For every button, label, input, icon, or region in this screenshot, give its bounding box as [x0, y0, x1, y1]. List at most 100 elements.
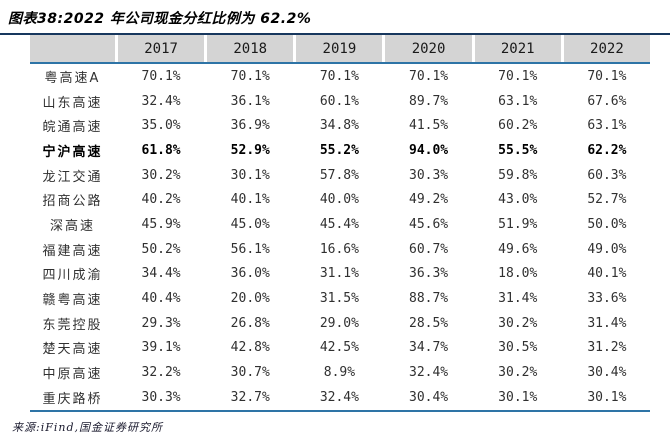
- ratio-value: 30.2%: [498, 365, 538, 381]
- ratio-value: 59.8%: [498, 167, 538, 183]
- ratio-value: 60.7%: [409, 241, 449, 257]
- table-row: 深高速 45.9% 45.0% 45.4% 45.6% 51.9% 50.0%: [30, 212, 650, 237]
- ratio-value: 32.4%: [409, 365, 449, 381]
- ratio-value: 43.0%: [498, 192, 538, 208]
- ratio-value: 63.1%: [498, 93, 538, 109]
- ratio-value: 50.0%: [587, 216, 627, 232]
- ratio-value: 39.1%: [141, 340, 181, 356]
- table-row: 宁沪高速 61.8% 52.9% 55.2% 94.0% 55.5% 62.2%: [30, 138, 650, 163]
- ratio-value: 31.5%: [319, 291, 359, 307]
- company-name: 深高速: [49, 218, 95, 234]
- table-row: 东莞控股 29.3% 26.8% 29.0% 28.5% 30.2% 31.4%: [30, 311, 650, 336]
- ratio-value: 50.2%: [141, 241, 181, 257]
- ratio-value: 32.7%: [230, 389, 270, 405]
- ratio-value: 49.2%: [409, 192, 449, 208]
- ratio-value: 41.5%: [409, 118, 449, 134]
- ratio-value: 60.1%: [319, 93, 359, 109]
- ratio-value: 29.0%: [319, 315, 359, 331]
- ratio-value: 42.5%: [319, 340, 359, 356]
- header-cell-2019: 2019: [296, 35, 383, 62]
- ratio-value: 89.7%: [409, 93, 449, 109]
- ratio-value: 61.8%: [141, 142, 181, 158]
- ratio-value: 56.1%: [230, 241, 270, 257]
- ratio-value: 35.0%: [141, 118, 181, 134]
- ratio-value: 60.2%: [498, 118, 538, 134]
- table-row: 粤高速A 70.1% 70.1% 70.1% 70.1% 70.1% 70.1%: [30, 64, 650, 89]
- ratio-value: 52.9%: [230, 142, 270, 158]
- ratio-value: 63.1%: [587, 118, 627, 134]
- ratio-value: 30.1%: [230, 167, 270, 183]
- ratio-value: 33.6%: [587, 291, 627, 307]
- ratio-value: 36.0%: [230, 266, 270, 282]
- ratio-value: 49.0%: [587, 241, 627, 257]
- company-name: 山东高速: [42, 95, 103, 111]
- ratio-value: 30.2%: [141, 167, 181, 183]
- ratio-value: 52.7%: [587, 192, 627, 208]
- header-cell-2018: 2018: [207, 35, 294, 62]
- ratio-value: 70.1%: [498, 68, 538, 84]
- dividend-table: 2017 2018 2019 2020 2021 2022 粤高速A 70.1% 7…: [30, 35, 650, 412]
- ratio-value: 31.2%: [587, 340, 627, 356]
- ratio-value: 30.7%: [230, 365, 270, 381]
- ratio-value: 30.3%: [409, 167, 449, 183]
- header-cell-2020: 2020: [385, 35, 472, 62]
- ratio-value: 31.4%: [587, 315, 627, 331]
- ratio-value: 49.6%: [498, 241, 538, 257]
- table-row: 赣粤高速 40.4% 20.0% 31.5% 88.7% 31.4% 33.6%: [30, 286, 650, 311]
- ratio-value: 70.1%: [319, 68, 359, 84]
- ratio-value: 55.2%: [319, 142, 359, 158]
- ratio-value: 32.4%: [319, 389, 359, 405]
- ratio-value: 45.6%: [409, 216, 449, 232]
- source-note: 来源:iFind,国金证券研究所: [12, 420, 163, 434]
- figure-title: 图表38:2022 年公司现金分红比例为 62.2%: [8, 11, 312, 27]
- title-underline: [0, 33, 670, 35]
- table-body: 粤高速A 70.1% 70.1% 70.1% 70.1% 70.1% 70.1% 山东高速 32…: [30, 64, 650, 410]
- ratio-value: 51.9%: [498, 216, 538, 232]
- ratio-value: 40.1%: [587, 266, 627, 282]
- table-row: 重庆路桥 30.3% 32.7% 32.4% 30.4% 30.1% 30.1%: [30, 385, 650, 410]
- ratio-value: 30.4%: [409, 389, 449, 405]
- ratio-value: 36.3%: [409, 266, 449, 282]
- ratio-value: 30.1%: [498, 389, 538, 405]
- ratio-value: 30.2%: [498, 315, 538, 331]
- table-row: 龙江交通 30.2% 30.1% 57.8% 30.3% 59.8% 60.3%: [30, 163, 650, 188]
- ratio-value: 70.1%: [141, 68, 181, 84]
- ratio-value: 55.5%: [498, 142, 538, 158]
- company-name: 重庆路桥: [42, 391, 103, 407]
- ratio-value: 42.8%: [230, 340, 270, 356]
- ratio-value: 70.1%: [587, 68, 627, 84]
- ratio-value: 30.3%: [141, 389, 181, 405]
- ratio-value: 29.3%: [141, 315, 181, 331]
- ratio-value: 18.0%: [498, 266, 538, 282]
- ratio-value: 30.4%: [587, 365, 627, 381]
- company-name: 楚天高速: [42, 342, 103, 358]
- ratio-value: 45.9%: [141, 216, 181, 232]
- table-row: 山东高速 32.4% 36.1% 60.1% 89.7% 63.1% 67.6%: [30, 89, 650, 114]
- header-divider-line: [30, 62, 650, 64]
- header-cell-2022: 2022: [563, 35, 650, 62]
- company-name: 福建高速: [42, 243, 103, 259]
- company-name: 招商公路: [42, 194, 103, 210]
- ratio-value: 31.1%: [319, 266, 359, 282]
- table-bottom-line: [30, 409, 650, 412]
- ratio-value: 57.8%: [319, 167, 359, 183]
- ratio-value: 34.4%: [141, 266, 181, 282]
- header-cell-2017: 2017: [118, 35, 205, 62]
- ratio-value: 16.6%: [319, 241, 359, 257]
- ratio-value: 70.1%: [230, 68, 270, 84]
- ratio-value: 32.2%: [141, 365, 181, 381]
- ratio-value: 20.0%: [230, 291, 270, 307]
- ratio-value: 40.0%: [319, 192, 359, 208]
- company-name: 赣粤高速: [42, 293, 103, 309]
- ratio-value: 31.4%: [498, 291, 538, 307]
- ratio-value: 32.4%: [141, 93, 181, 109]
- header-cell-company: [30, 35, 115, 62]
- ratio-value: 40.4%: [141, 291, 181, 307]
- ratio-value: 34.8%: [319, 118, 359, 134]
- ratio-value: 62.2%: [587, 142, 627, 158]
- table-row: 四川成渝 34.4% 36.0% 31.1% 36.3% 18.0% 40.1%: [30, 262, 650, 287]
- company-name: 四川成渝: [42, 268, 103, 284]
- company-name: 龙江交通: [42, 169, 103, 185]
- ratio-value: 8.9%: [323, 365, 356, 381]
